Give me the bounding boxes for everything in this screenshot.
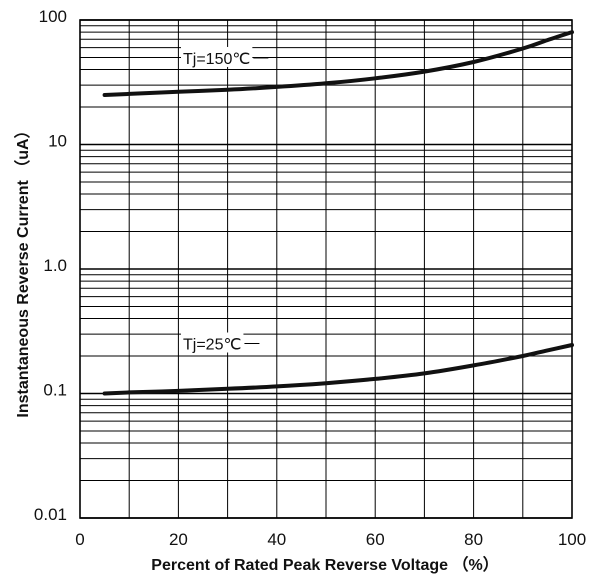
chart-ticks: 0 20 40 60 80 100 0.01 0.1 1.0 10 100 <box>34 7 586 549</box>
chart-grid <box>79 19 573 519</box>
x-tick-label: 60 <box>366 530 385 549</box>
annotation-background <box>181 46 253 67</box>
chart-annotations: Tj=150℃ Tj=25℃ <box>181 46 269 354</box>
y-tick-label: 0.01 <box>34 505 67 524</box>
y-tick-label: 0.1 <box>43 381 67 400</box>
x-tick-label: 40 <box>267 530 286 549</box>
series-line <box>102 30 574 97</box>
x-tick-label: 20 <box>169 530 188 549</box>
annotation-background <box>181 332 244 353</box>
series-annotation: Tj=150℃ <box>183 51 250 68</box>
series-line <box>102 343 574 396</box>
x-tick-label: 80 <box>464 530 483 549</box>
plot-frame <box>79 19 573 519</box>
y-tick-label: 100 <box>39 7 67 26</box>
x-tick-label: 0 <box>75 530 84 549</box>
y-tick-label: 1.0 <box>43 256 67 275</box>
chart-series <box>102 30 574 396</box>
series-annotation: Tj=25℃ <box>183 337 241 354</box>
y-axis-label: Instantaneous Reverse Current （uA） <box>14 122 32 417</box>
x-axis-label: Percent of Rated Peak Reverse Voltage （%… <box>151 556 498 574</box>
x-tick-label: 100 <box>558 530 586 549</box>
y-tick-label: 10 <box>48 132 67 151</box>
